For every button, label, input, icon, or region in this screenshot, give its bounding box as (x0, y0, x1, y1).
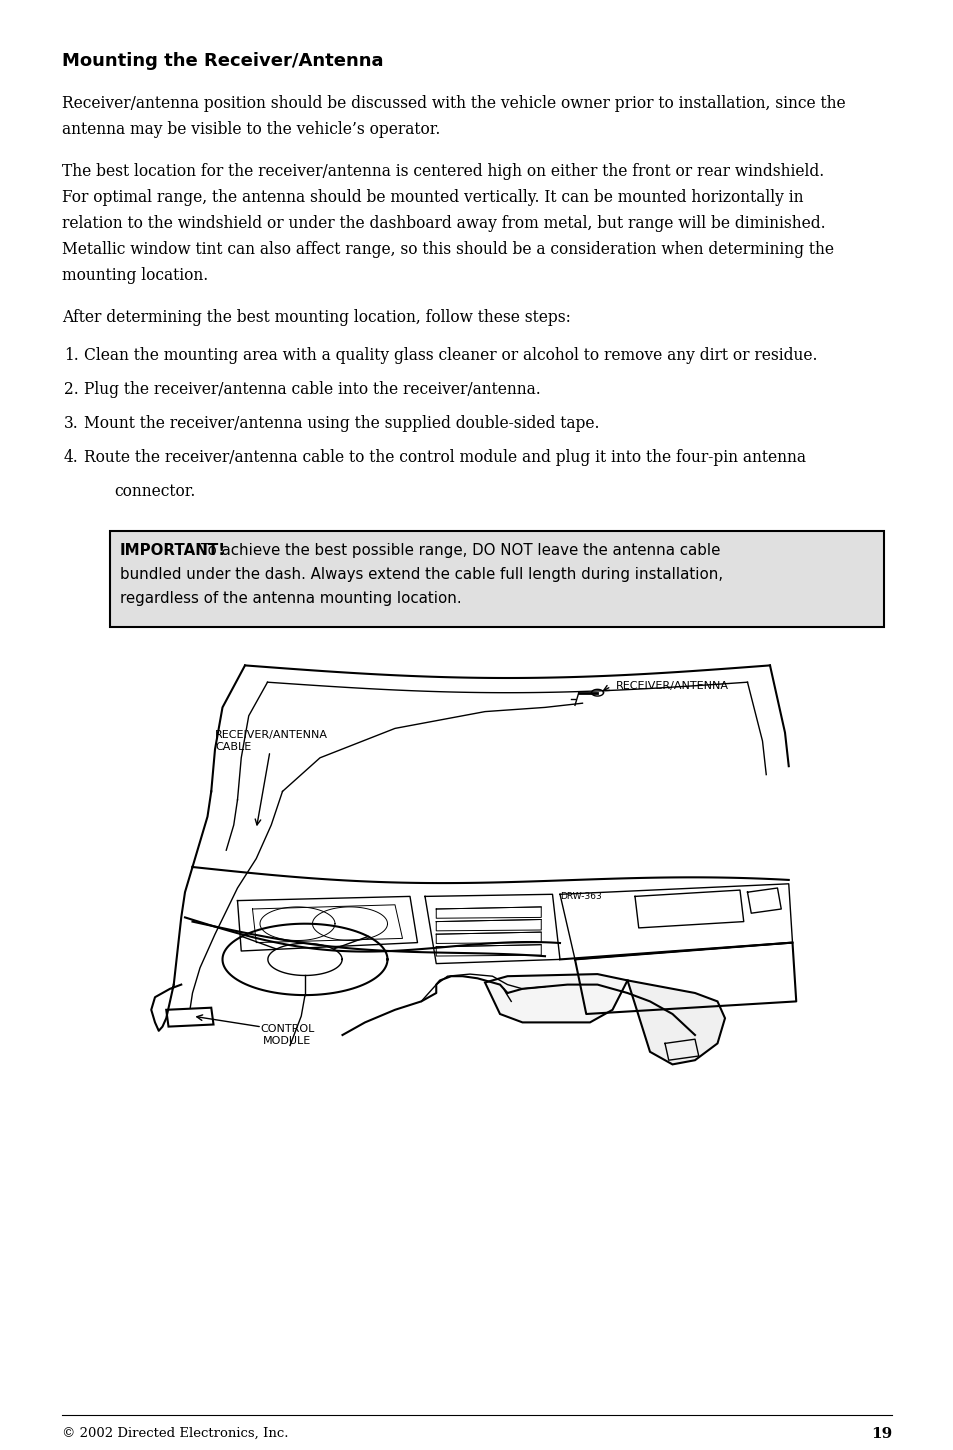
Text: Mounting the Receiver/Antenna: Mounting the Receiver/Antenna (62, 52, 383, 70)
Text: RECEIVER/ANTENNA
CABLE: RECEIVER/ANTENNA CABLE (214, 731, 328, 751)
Polygon shape (484, 974, 627, 1022)
Text: Metallic window tint can also affect range, so this should be a consideration wh: Metallic window tint can also affect ran… (62, 241, 833, 258)
Text: DRW-363: DRW-363 (559, 892, 601, 902)
Text: antenna may be visible to the vehicle’s operator.: antenna may be visible to the vehicle’s … (62, 120, 440, 138)
Text: 4.: 4. (64, 450, 79, 465)
Text: bundled under the dash. Always extend the cable full length during installation,: bundled under the dash. Always extend th… (120, 567, 722, 581)
Text: 19: 19 (870, 1427, 891, 1441)
Text: © 2002 Directed Electronics, Inc.: © 2002 Directed Electronics, Inc. (62, 1427, 288, 1440)
Text: connector.: connector. (113, 483, 195, 500)
Text: CONTROL
MODULE: CONTROL MODULE (260, 1024, 314, 1045)
Text: Plug the receiver/antenna cable into the receiver/antenna.: Plug the receiver/antenna cable into the… (84, 381, 540, 397)
Text: RECEIVER/ANTENNA: RECEIVER/ANTENNA (616, 682, 728, 692)
Text: 2.: 2. (64, 381, 79, 397)
Text: The best location for the receiver/antenna is centered high on either the front : The best location for the receiver/anten… (62, 162, 823, 180)
Polygon shape (166, 1008, 213, 1027)
Text: regardless of the antenna mounting location.: regardless of the antenna mounting locat… (120, 592, 461, 606)
Text: Mount the receiver/antenna using the supplied double-sided tape.: Mount the receiver/antenna using the sup… (84, 415, 598, 432)
Bar (110, 531, 883, 626)
Text: 3.: 3. (64, 415, 79, 432)
Text: mounting location.: mounting location. (62, 267, 208, 284)
Text: Receiver/antenna position should be discussed with the vehicle owner prior to in: Receiver/antenna position should be disc… (62, 96, 844, 112)
Text: After determining the best mounting location, follow these steps:: After determining the best mounting loca… (62, 309, 570, 326)
Polygon shape (627, 980, 724, 1064)
Text: relation to the windshield or under the dashboard away from metal, but range wil: relation to the windshield or under the … (62, 215, 824, 232)
Text: Clean the mounting area with a quality glass cleaner or alcohol to remove any di: Clean the mounting area with a quality g… (84, 347, 817, 364)
Text: Route the receiver/antenna cable to the control module and plug it into the four: Route the receiver/antenna cable to the … (84, 450, 805, 465)
Text: IMPORTANT!: IMPORTANT! (120, 542, 226, 558)
Text: For optimal range, the antenna should be mounted vertically. It can be mounted h: For optimal range, the antenna should be… (62, 188, 802, 206)
Text: To achieve the best possible range, DO NOT leave the antenna cable: To achieve the best possible range, DO N… (195, 542, 720, 558)
Text: 1.: 1. (64, 347, 79, 364)
